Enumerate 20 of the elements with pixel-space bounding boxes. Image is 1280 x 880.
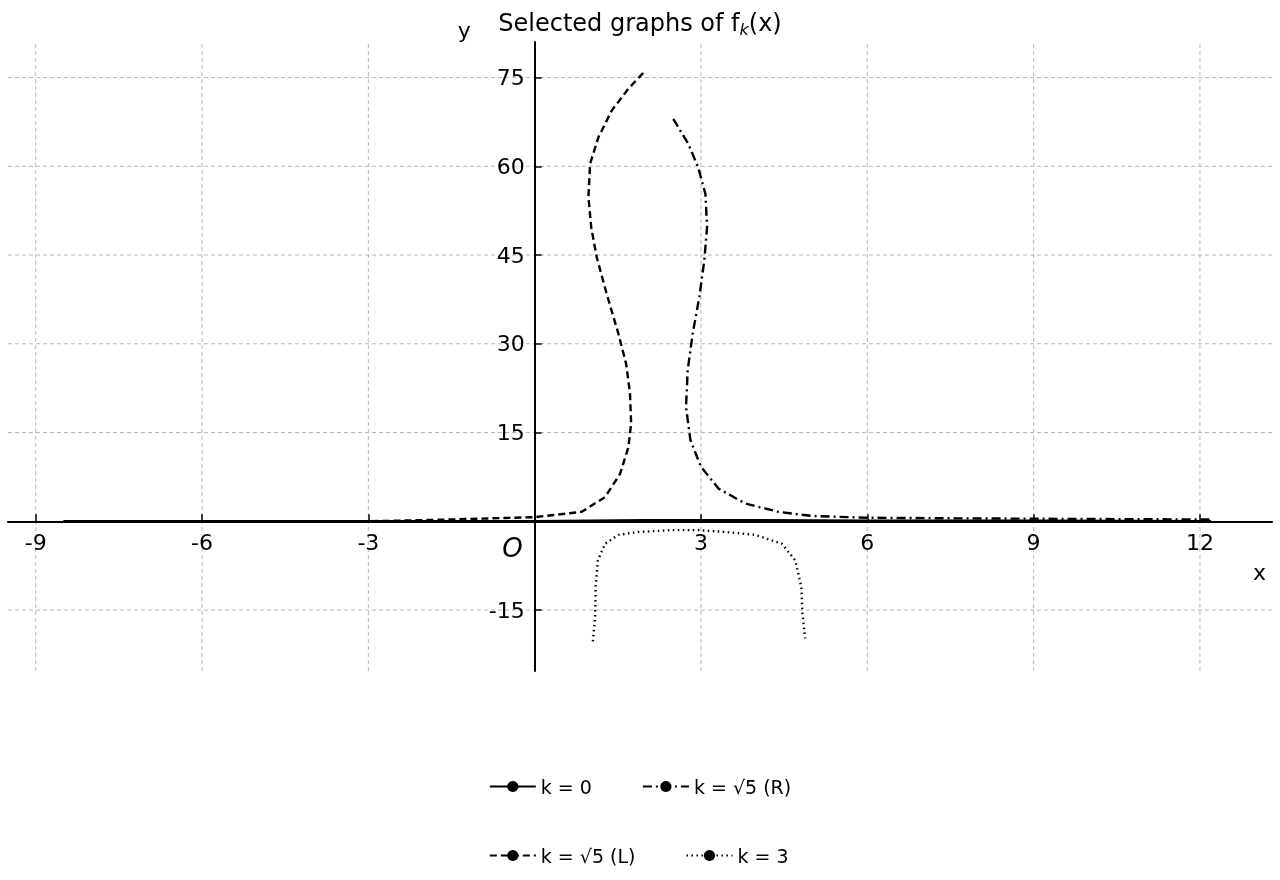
y-tick-label: 45 — [496, 242, 525, 268]
x-tick-label: 12 — [1185, 529, 1214, 555]
x-axis-title: x — [1252, 559, 1266, 585]
y-tick-label: 30 — [496, 331, 525, 357]
legend-label: k = 0 — [540, 775, 592, 798]
y-tick-label: -15 — [488, 597, 525, 623]
annotation: O — [502, 533, 523, 564]
y-axis-title: y — [457, 17, 471, 43]
y-tick-label: 60 — [496, 153, 525, 179]
x-tick-label: 6 — [860, 529, 875, 555]
legend-label: k = √5 (L) — [540, 844, 636, 867]
x-tick-label: -6 — [191, 529, 213, 555]
y-tick-label: 15 — [496, 420, 525, 446]
y-tick-label: 75 — [496, 65, 525, 90]
x-tick-label: 3 — [693, 529, 708, 555]
x-tick-label: -9 — [24, 529, 47, 555]
legend-label: k = 3 — [737, 844, 789, 867]
legend-label: k = √5 (R) — [693, 775, 792, 798]
x-tick-label: -3 — [357, 529, 380, 555]
x-tick-label: 9 — [1026, 529, 1041, 555]
